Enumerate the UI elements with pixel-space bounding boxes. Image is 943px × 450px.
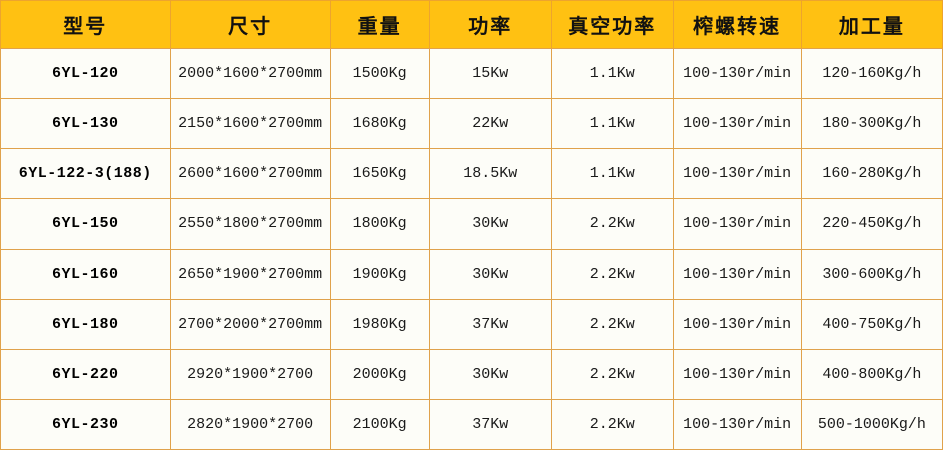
table-row: 6YL-130 2150*1600*2700mm 1680Kg 22Kw 1.1Kw 10… — [0, 98, 943, 150]
table-cell: 100-130r/min — [672, 47, 802, 100]
table-cell: 1.1Kw — [551, 148, 674, 200]
column-header: 功率 — [428, 0, 553, 49]
table-cell: 37Kw — [428, 298, 553, 350]
table-cell: 1900Kg — [329, 248, 430, 300]
table-cell: 400-800Kg/h — [800, 348, 943, 400]
table-cell: 1650Kg — [329, 148, 430, 200]
table-cell: 2000*1600*2700mm — [169, 47, 331, 100]
table-cell: 180-300Kg/h — [800, 98, 943, 150]
table-cell: 30Kw — [428, 348, 553, 400]
table-row: 6YL-122-3(188) 2600*1600*2700mm 1650Kg 18.5… — [0, 148, 943, 200]
model-cell: 6YL-220 — [0, 348, 171, 400]
table-cell: 100-130r/min — [672, 298, 802, 350]
table-cell: 100-130r/min — [672, 148, 802, 200]
table-cell: 100-130r/min — [672, 348, 802, 400]
table-cell: 300-600Kg/h — [800, 248, 943, 300]
model-cell: 6YL-180 — [0, 298, 171, 350]
spec-table-body: 6YL-120 2000*1600*2700mm 1500Kg 15Kw 1.1Kw 10… — [0, 47, 943, 450]
table-cell: 2920*1900*2700 — [169, 348, 331, 400]
column-header: 型号 — [0, 0, 171, 49]
column-header: 真空功率 — [551, 0, 674, 49]
table-cell: 2.2Kw — [551, 298, 674, 350]
table-cell: 100-130r/min — [672, 398, 802, 450]
table-cell: 1.1Kw — [551, 47, 674, 100]
table-cell: 18.5Kw — [428, 148, 553, 200]
table-cell: 100-130r/min — [672, 198, 802, 250]
table-cell: 1980Kg — [329, 298, 430, 350]
table-cell: 100-130r/min — [672, 98, 802, 150]
table-cell: 2.2Kw — [551, 248, 674, 300]
table-cell: 100-130r/min — [672, 248, 802, 300]
table-cell: 400-750Kg/h — [800, 298, 943, 350]
table-cell: 2550*1800*2700mm — [169, 198, 331, 250]
table-cell: 2700*2000*2700mm — [169, 298, 331, 350]
table-row: 6YL-120 2000*1600*2700mm 1500Kg 15Kw 1.1Kw 10… — [0, 47, 943, 100]
table-cell: 15Kw — [428, 47, 553, 100]
model-cell: 6YL-120 — [0, 47, 171, 100]
table-cell: 30Kw — [428, 198, 553, 250]
table-cell: 30Kw — [428, 248, 553, 300]
table-cell: 37Kw — [428, 398, 553, 450]
table-row: 6YL-230 2820*1900*2700 2100Kg 37Kw 2.2Kw 100-… — [0, 398, 943, 450]
header-row: 型号 尺寸 重量 功率 真空功率 榨螺转速 加工量 — [0, 0, 943, 49]
table-cell: 1500Kg — [329, 47, 430, 100]
table-cell: 2150*1600*2700mm — [169, 98, 331, 150]
model-cell: 6YL-230 — [0, 398, 171, 450]
table-cell: 2100Kg — [329, 398, 430, 450]
column-header: 重量 — [329, 0, 430, 49]
table-cell: 2000Kg — [329, 348, 430, 400]
table-row: 6YL-180 2700*2000*2700mm 1980Kg 37Kw 2.2Kw 10… — [0, 298, 943, 350]
table-row: 6YL-160 2650*1900*2700mm 1900Kg 30Kw 2.2Kw 10… — [0, 248, 943, 300]
table-cell: 500-1000Kg/h — [800, 398, 943, 450]
table-cell: 1.1Kw — [551, 98, 674, 150]
model-cell: 6YL-130 — [0, 98, 171, 150]
table-cell: 2.2Kw — [551, 198, 674, 250]
table-cell: 220-450Kg/h — [800, 198, 943, 250]
column-header: 加工量 — [800, 0, 943, 49]
table-cell: 2600*1600*2700mm — [169, 148, 331, 200]
table-cell: 2820*1900*2700 — [169, 398, 331, 450]
table-cell: 2.2Kw — [551, 398, 674, 450]
column-header: 榨螺转速 — [672, 0, 802, 49]
column-header: 尺寸 — [169, 0, 331, 49]
table-cell: 1680Kg — [329, 98, 430, 150]
model-cell: 6YL-160 — [0, 248, 171, 300]
table-cell: 22Kw — [428, 98, 553, 150]
table-cell: 160-280Kg/h — [800, 148, 943, 200]
table-cell: 2650*1900*2700mm — [169, 248, 331, 300]
model-cell: 6YL-150 — [0, 198, 171, 250]
table-cell: 120-160Kg/h — [800, 47, 943, 100]
table-cell: 1800Kg — [329, 198, 430, 250]
table-cell: 2.2Kw — [551, 348, 674, 400]
table-row: 6YL-220 2920*1900*2700 2000Kg 30Kw 2.2Kw 100-… — [0, 348, 943, 400]
model-cell: 6YL-122-3(188) — [0, 148, 171, 200]
spec-table-header: 型号 尺寸 重量 功率 真空功率 榨螺转速 加工量 — [0, 0, 943, 49]
table-row: 6YL-150 2550*1800*2700mm 1800Kg 30Kw 2.2Kw 10… — [0, 198, 943, 250]
